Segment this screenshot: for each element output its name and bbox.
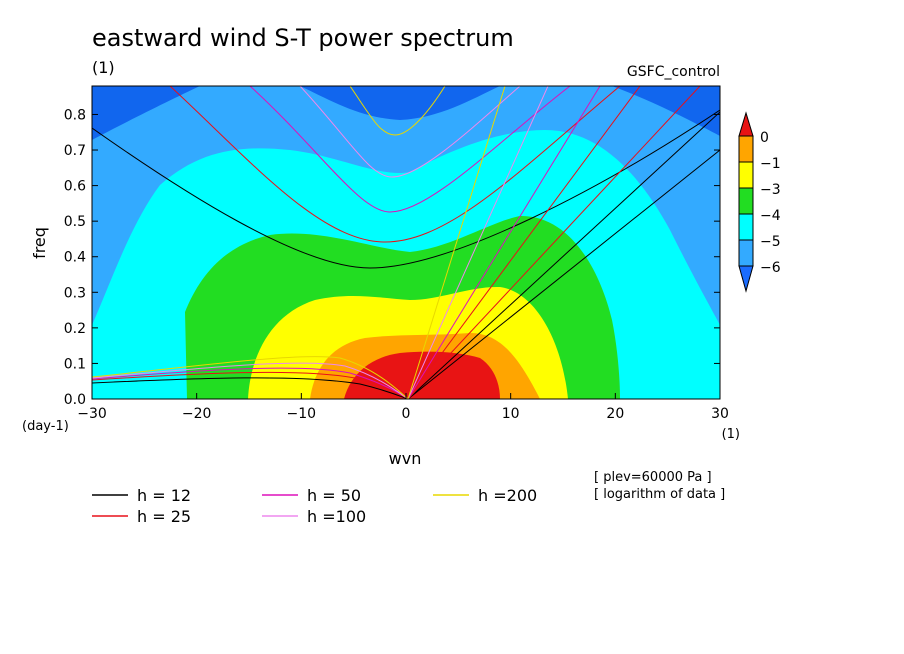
curve-h25-kelvin-2 [407,86,641,399]
curve-h200-westward-gravity [349,86,446,136]
colorbar-swatch-lightblue [738,239,754,267]
dataset-label: GSFC_control [627,64,720,80]
y-tick-label: 0.2 [64,321,86,337]
x-tick-label: −30 [77,406,107,422]
curve-h50-westward-gravity [249,86,571,213]
annotation-log: [ logarithm of data ] [594,487,725,502]
x-axis-label: wvn [389,449,422,468]
x-tick-label: −10 [287,406,317,422]
x-tick-label: 30 [711,406,729,422]
y-tick-label: 0.3 [64,285,86,301]
y-tick-label: 0.1 [64,356,86,372]
y-tick-label: 0.6 [64,179,86,195]
curve-h12-westward-gravity [92,109,720,269]
y-units-label: (day-1) [22,419,69,434]
curve-h25-rossby [92,371,409,399]
legend-label-h12: h = 12 [137,486,191,505]
curve-h200-rossby [92,356,409,399]
curve-h100-kelvin [407,86,549,399]
y-axis: 0.0 0.1 0.2 0.3 0.4 0.5 0.6 0.7 0.8 [64,107,720,408]
legend-label-h100: h =100 [307,507,366,526]
colorbar-swatch-yellow [738,161,754,189]
curve-h50-kelvin [407,86,601,399]
units-label: (1) [92,58,115,77]
y-axis-label: freq [30,227,49,259]
y-tick-label: 0.5 [64,214,86,230]
curve-h12-kelvin [407,111,720,399]
colorbar-label-5: −6 [760,260,781,276]
curve-h25-westward-gravity [169,86,621,243]
curve-h12-rossby [92,377,409,399]
colorbar-swatch-orange [738,135,754,163]
colorbar-swatch-green [738,187,754,215]
x-tick-label: 20 [606,406,624,422]
y-tick-label: 0.4 [64,250,86,266]
contour-field [92,86,720,399]
curve-h25-kelvin [407,86,701,399]
x-tick-label: 0 [402,406,411,422]
colorbar-top-arrow [738,111,754,137]
curve-h12-kelvin-like [407,149,720,399]
x-axis: −30 −20 −10 0 10 20 30 [77,393,729,422]
legend-label-h25: h = 25 [137,507,191,526]
legend-label-h200: h =200 [478,486,537,505]
colorbar-label-0: 0 [760,130,769,146]
curve-h100-rossby [92,362,409,399]
curve-h50-rossby [92,367,409,399]
y-tick-label: 0.8 [64,107,86,123]
chart-title: eastward wind S-T power spectrum [92,24,514,52]
colorbar-bottom-arrow [738,265,754,293]
colorbar-label-1: −1 [760,156,781,172]
colorbar-swatch-cyan [738,213,754,241]
colorbar: 0 −1 −3 −4 −5 −6 [738,111,781,293]
x-units-label: (1) [722,427,740,442]
legend-label-h50: h = 50 [307,486,361,505]
colorbar-label-3: −4 [760,208,781,224]
y-tick-label: 0.7 [64,143,86,159]
legend: h = 12 h = 25 h = 50 h =100 h =200 [92,486,537,526]
colorbar-label-4: −5 [760,234,781,250]
x-tick-label: −20 [182,406,212,422]
annotation-plev: [ plev=60000 Pa ] [594,470,712,485]
y-tick-label: 0.0 [64,392,86,408]
curve-h200-kelvin [407,86,506,399]
curve-h100-westward-gravity [299,86,521,178]
x-tick-label: 10 [502,406,520,422]
colorbar-label-2: −3 [760,182,781,198]
dispersion-curves [92,86,720,399]
